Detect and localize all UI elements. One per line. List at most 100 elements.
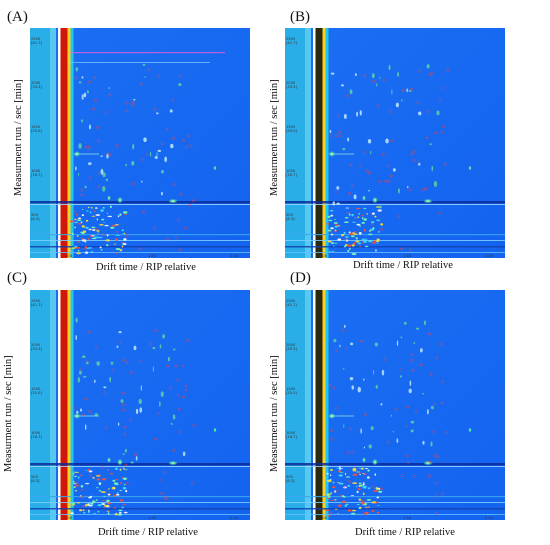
y-tick-label: [25.0] (286, 391, 297, 395)
peak-marker (435, 494, 438, 498)
horizontal-band (285, 466, 505, 467)
peak-marker (412, 159, 416, 162)
peak-marker (179, 193, 183, 196)
peak-marker (422, 188, 425, 192)
panel-label: (C) (7, 270, 27, 286)
y-tick-label: [41.7] (286, 303, 297, 307)
x-tick-label: 2.00 (485, 254, 494, 258)
peak-spot (96, 229, 100, 232)
peak-spot (116, 230, 118, 233)
peak-spot (109, 376, 112, 383)
peak-spot (92, 500, 96, 503)
peak-spot (79, 370, 82, 375)
peak-spot (397, 188, 400, 194)
peak-spot (410, 429, 414, 433)
peak-marker (401, 474, 404, 477)
horizontal-band (285, 252, 505, 253)
peak-spot (377, 209, 382, 212)
peak-spot (112, 224, 117, 227)
peak-spot (334, 229, 337, 232)
peak-spot (326, 222, 330, 225)
peak-spot (81, 214, 84, 217)
peak-spot (133, 345, 137, 351)
peak-spot (329, 469, 333, 471)
peak-spot (374, 473, 377, 476)
peak-spot (121, 242, 125, 244)
y-tick-label: 500 (31, 475, 39, 479)
peak-spot (418, 162, 421, 166)
peak-spot (376, 496, 380, 499)
peak-spot (117, 215, 120, 218)
peak-spot (100, 209, 104, 212)
y-tick-label: 1500 (31, 387, 41, 391)
heatmap-plot: 500[8.3] 1000[16.7] 1500[25.0] 2000[33.3] 25… (30, 28, 250, 258)
peak-marker (184, 388, 188, 392)
panel-label: (D) (290, 270, 311, 286)
peak-spot (156, 152, 158, 157)
peak-spot (372, 458, 378, 466)
peak-marker (79, 368, 82, 372)
peak-streak (74, 153, 99, 155)
panel-c: (C) Measurment run / sec [min] 500 [8.3] 1… (0, 270, 275, 544)
peak-spot (114, 512, 118, 516)
peak-spot (97, 511, 100, 513)
left-strip-edge (305, 290, 311, 520)
peak-spot (115, 467, 118, 471)
peak-spot (100, 249, 103, 251)
peak-spot (79, 509, 83, 512)
peak-marker (441, 86, 445, 90)
peak-spot (100, 491, 106, 493)
peak-spot (352, 242, 356, 245)
peak-spot (362, 214, 364, 217)
peak-spot (131, 160, 135, 166)
peak-marker (419, 363, 423, 367)
y-axis-label: Measurment run / sec [min] (269, 79, 280, 196)
peak-spot (337, 513, 339, 514)
horizontal-band (285, 496, 505, 498)
rip-line (315, 28, 323, 258)
peak-spot (368, 230, 371, 232)
peak-spot (115, 478, 119, 481)
peak-spot (80, 495, 82, 497)
peak-spot (353, 194, 357, 200)
horizontal-band (285, 508, 505, 510)
peak-spot (100, 155, 103, 158)
peak-spot (140, 385, 142, 391)
peak-spot (118, 331, 122, 334)
peak-spot (408, 90, 412, 92)
peak-spot (355, 485, 358, 488)
peak-spot (372, 369, 375, 375)
peak-marker (438, 211, 442, 215)
peak-marker (390, 139, 393, 143)
peak-spot (349, 377, 354, 381)
rip-edge (67, 290, 71, 520)
peak-spot (378, 205, 382, 209)
peak-marker (409, 249, 412, 252)
peak-spot (354, 231, 357, 233)
peak-marker (335, 349, 339, 352)
peak-spot (125, 489, 128, 493)
peak-spot (358, 506, 362, 509)
peak-spot (72, 473, 75, 475)
peak-spot (115, 238, 119, 241)
peak-marker (138, 247, 142, 251)
horizontal-band (30, 246, 250, 248)
peak-spot (85, 226, 89, 229)
peak-spot (91, 237, 97, 240)
peak-spot (121, 477, 125, 479)
peak-spot (160, 391, 164, 398)
peak-spot (109, 205, 112, 209)
peak-marker (370, 223, 374, 226)
peak-spot (328, 493, 332, 495)
peak-spot (356, 490, 359, 494)
peak-spot (351, 385, 354, 390)
horizontal-band (285, 502, 505, 503)
peak-spot (329, 250, 331, 253)
peak-marker (169, 386, 172, 390)
x-axis-label: Drift time / RIP relative (355, 527, 455, 538)
peak-spot (338, 474, 343, 477)
peak-marker (338, 134, 342, 138)
peak-spot (90, 235, 96, 237)
peak-spot (135, 456, 138, 461)
peak-marker (165, 128, 169, 131)
